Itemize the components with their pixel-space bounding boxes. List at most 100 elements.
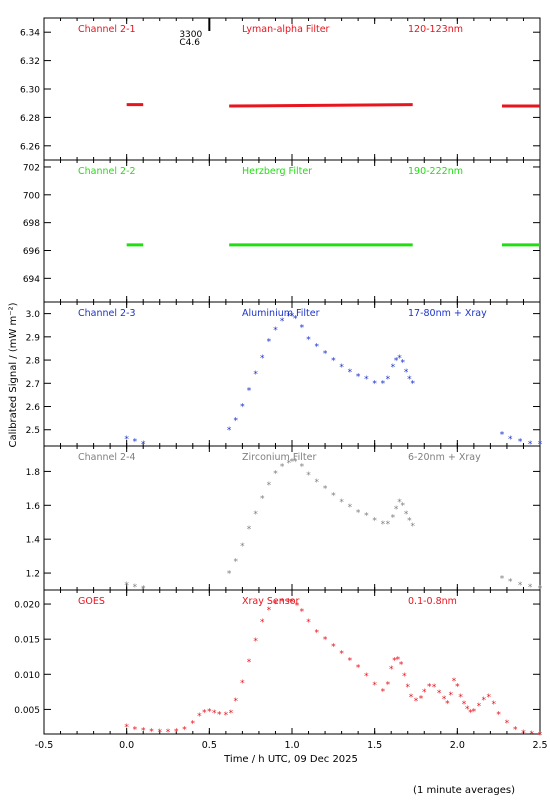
data-point: * [528,583,533,593]
data-point: * [505,719,510,729]
data-point: * [273,600,278,610]
y-tick-label: 0.020 [14,601,40,611]
x-tick-label: 2.5 [532,740,547,751]
data-point: * [394,505,399,515]
data-point: * [432,683,437,693]
data-point: * [229,709,234,719]
data-point: * [234,417,239,427]
data-point: * [396,656,401,666]
data-point: * [348,503,353,513]
filter-label: Herzberg Filter [242,166,312,177]
data-point: * [286,597,291,607]
data-point: * [482,696,487,706]
data-point: * [247,386,252,396]
data-point: * [448,691,453,701]
data-point: * [513,725,518,735]
data-point: * [381,520,386,530]
data-point: * [391,513,396,523]
data-point: * [500,574,505,584]
data-point: * [227,569,232,579]
data-point: * [323,485,328,495]
data-point: * [141,440,146,450]
data-point: * [280,597,285,607]
data-point: * [348,656,353,666]
data-point: * [240,679,245,689]
data-point: * [293,314,298,324]
y-tick-label: 6.32 [20,57,40,67]
flare-annotation-top: 3300 [179,30,202,40]
data-point: * [445,699,450,709]
data-point: * [286,459,291,469]
x-tick-label: 0.5 [202,740,217,751]
data-point: * [397,354,402,364]
data-point: * [217,711,222,721]
y-tick-label: 2.9 [26,333,41,343]
x-tick-label: 2.0 [450,740,465,751]
footnote-averages: (1 minute averages) [413,785,515,796]
data-point: * [437,689,442,699]
data-point: * [295,602,300,612]
data-point: * [397,498,402,508]
data-point: * [280,463,285,473]
data-point: * [315,628,320,638]
data-point: * [315,342,320,352]
chart-panels: 6.26 6.28 6.30 6.32 6.34 Channel 2-1 Lyman-alp… [14,17,548,751]
y-tick-label: 698 [23,219,40,229]
data-point: * [401,501,406,511]
data-point: * [462,700,467,710]
data-point: * [427,682,432,692]
data-point: * [267,606,272,616]
y-tick-label: 2.8 [26,357,41,367]
data-point: * [247,658,252,668]
data-point: * [331,491,336,501]
data-point: * [407,517,412,527]
data-point: * [521,729,526,739]
data-point: * [253,510,258,520]
y-tick-label: 3.0 [26,310,41,320]
data-point: * [394,356,399,366]
data-point: * [348,368,353,378]
data-point: * [339,498,344,508]
panel-3: 2.5 2.6 2.7 2.8 2.9 3.0 Channel 2-3 Aluminium F… [26,301,543,450]
data-point: * [468,708,473,718]
y-tick-label: 0.010 [14,671,40,681]
data-point: * [149,727,154,737]
data-point: * [247,525,252,535]
panel-1: 6.26 6.28 6.30 6.32 6.34 Channel 2-1 Lyman-alp… [20,17,541,161]
data-point: * [240,542,245,552]
data-point: * [234,697,239,707]
x-tick-label: 0.0 [119,740,134,751]
data-point: * [496,711,501,721]
data-point: * [528,440,533,450]
filter-label: Lyman-alpha Filter [242,24,330,35]
data-series: *************************************** [124,312,542,450]
data-point: * [133,725,138,735]
data-point: * [391,363,396,373]
data-point: * [133,438,138,448]
data-point: * [306,618,311,628]
x-axis-label: Time / h UTC, 09 Dec 2025 [223,754,358,765]
data-point: * [300,463,305,473]
data-point: * [212,709,217,719]
data-point: * [356,373,361,383]
data-point: * [386,680,391,690]
data-point: * [381,687,386,697]
y-tick-label: 0.005 [14,706,40,716]
data-point: * [253,637,258,647]
data-point: * [410,522,415,532]
data-point: * [240,403,245,413]
data-point: * [260,354,265,364]
data-point: * [124,581,129,591]
data-point: * [124,723,129,733]
data-point: * [234,557,239,567]
data-point: * [455,682,460,692]
data-point: * [414,697,419,707]
data-point: * [300,324,305,334]
data-point: * [486,693,491,703]
data-point: * [306,335,311,345]
x-tick-label: -0.5 [35,740,54,751]
data-point: * [364,672,369,682]
panel-frame [43,445,541,591]
data-point: * [267,338,272,348]
